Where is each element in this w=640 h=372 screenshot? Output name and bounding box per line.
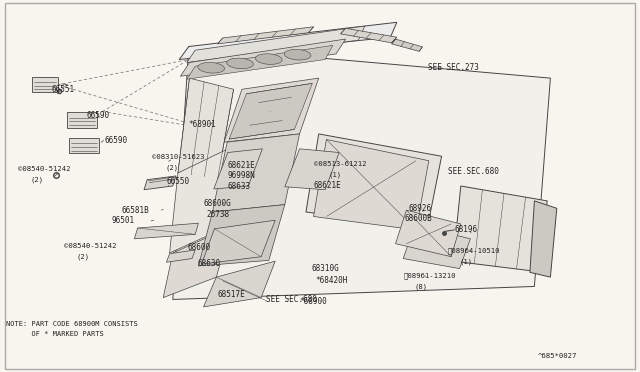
Text: 68600B: 68600B	[404, 214, 432, 223]
Ellipse shape	[227, 58, 253, 69]
Text: ©08540-51242: ©08540-51242	[64, 243, 116, 248]
Text: ^685*0027: ^685*0027	[538, 353, 577, 359]
Text: 66581B: 66581B	[122, 206, 149, 215]
Text: ©08310-51623: ©08310-51623	[152, 154, 205, 160]
Text: Ⓣ08964-10510: Ⓣ08964-10510	[448, 247, 500, 254]
Polygon shape	[32, 77, 58, 92]
Text: 96501: 96501	[112, 217, 135, 225]
Text: (1): (1)	[460, 258, 473, 265]
Text: 26738: 26738	[207, 210, 230, 219]
Text: *68420H: *68420H	[316, 276, 348, 285]
Polygon shape	[67, 112, 97, 128]
Polygon shape	[530, 201, 557, 277]
Polygon shape	[204, 261, 275, 307]
Polygon shape	[218, 27, 314, 44]
Text: (1): (1)	[328, 171, 342, 178]
Polygon shape	[340, 28, 397, 43]
Text: 68310G: 68310G	[312, 264, 339, 273]
Text: 66590: 66590	[86, 111, 109, 120]
Polygon shape	[202, 220, 275, 264]
Polygon shape	[229, 83, 312, 139]
Text: Ⓣ08961-13210: Ⓣ08961-13210	[403, 273, 456, 279]
Polygon shape	[166, 250, 195, 262]
Ellipse shape	[198, 62, 225, 73]
Text: (8): (8)	[415, 283, 428, 290]
Text: SEE SEC.680: SEE SEC.680	[448, 167, 499, 176]
Polygon shape	[179, 22, 397, 60]
Polygon shape	[173, 46, 550, 299]
Text: 68630: 68630	[197, 259, 220, 267]
Polygon shape	[212, 134, 300, 212]
Polygon shape	[285, 149, 339, 190]
Text: 66551: 66551	[51, 85, 74, 94]
Polygon shape	[187, 45, 333, 79]
Text: ©08513-61212: ©08513-61212	[314, 161, 366, 167]
Polygon shape	[198, 205, 285, 266]
Polygon shape	[396, 210, 461, 257]
Polygon shape	[306, 134, 442, 227]
Text: 68633: 68633	[227, 182, 250, 191]
Text: 68600: 68600	[188, 243, 211, 251]
Text: (2): (2)	[31, 177, 44, 183]
Text: NOTE: PART CODE 68900M CONSISTS: NOTE: PART CODE 68900M CONSISTS	[6, 321, 138, 327]
Polygon shape	[403, 225, 470, 269]
Polygon shape	[187, 26, 365, 62]
Text: SEE SEC.273: SEE SEC.273	[428, 63, 478, 72]
Polygon shape	[392, 39, 422, 51]
Text: 66590: 66590	[104, 136, 127, 145]
Polygon shape	[178, 78, 234, 179]
Polygon shape	[144, 176, 176, 190]
Ellipse shape	[284, 49, 311, 60]
Text: SEE SEC.680: SEE SEC.680	[266, 295, 316, 304]
Polygon shape	[224, 78, 319, 142]
Text: 68621E: 68621E	[314, 182, 341, 190]
Text: ©08540-51242: ©08540-51242	[18, 166, 70, 172]
Text: 96998N: 96998N	[227, 171, 255, 180]
Text: 68517E: 68517E	[218, 291, 245, 299]
Ellipse shape	[255, 54, 282, 64]
Text: 68621E: 68621E	[227, 161, 255, 170]
Text: 68926: 68926	[408, 204, 431, 213]
Polygon shape	[314, 140, 429, 230]
Text: (2): (2)	[165, 164, 179, 171]
Polygon shape	[69, 138, 99, 153]
Polygon shape	[214, 149, 262, 189]
Text: OF * MARKED PARTS: OF * MARKED PARTS	[6, 331, 104, 337]
Polygon shape	[134, 223, 198, 239]
Text: (2): (2)	[77, 253, 90, 260]
Text: *68901: *68901	[189, 120, 216, 129]
Text: *68900: *68900	[299, 297, 326, 306]
Text: 66550: 66550	[166, 177, 189, 186]
Polygon shape	[180, 39, 346, 76]
Polygon shape	[163, 227, 230, 298]
Text: 68196: 68196	[454, 225, 477, 234]
Text: 68600G: 68600G	[204, 199, 231, 208]
Polygon shape	[170, 142, 242, 253]
Polygon shape	[453, 186, 547, 272]
